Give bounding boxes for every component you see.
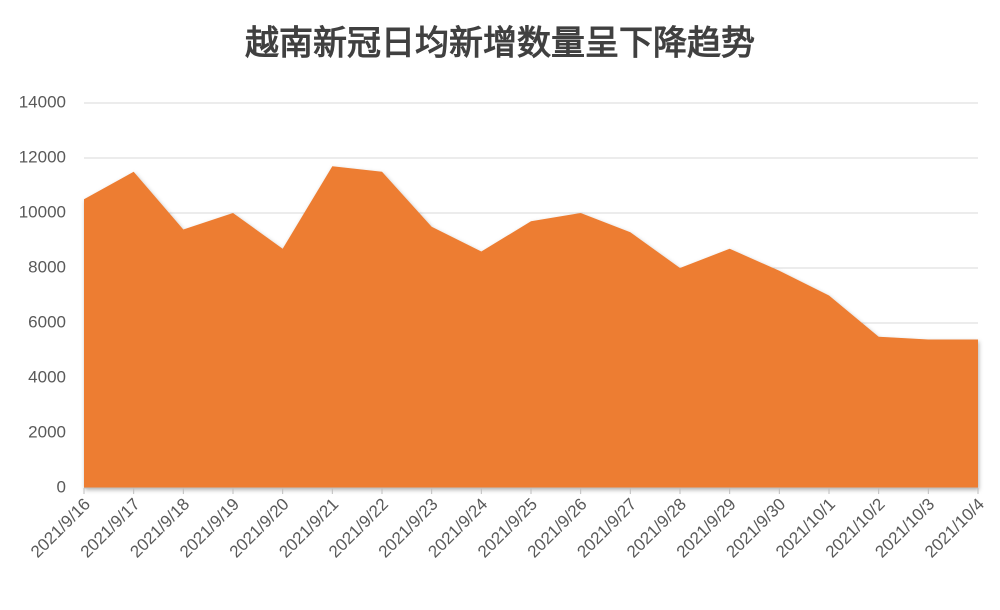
area (84, 166, 978, 488)
y-tick-label: 6000 (28, 312, 66, 331)
y-tick-label: 2000 (28, 422, 66, 441)
chart-title: 越南新冠日均新增数量呈下降趋势 (245, 24, 755, 64)
y-tick-label: 12000 (19, 147, 66, 166)
y-tick-label: 8000 (28, 257, 66, 276)
y-tick-label: 10000 (19, 202, 66, 221)
y-tick-label: 4000 (28, 367, 66, 386)
y-tick-label: 0 (57, 477, 66, 496)
y-tick-label: 14000 (19, 92, 66, 111)
